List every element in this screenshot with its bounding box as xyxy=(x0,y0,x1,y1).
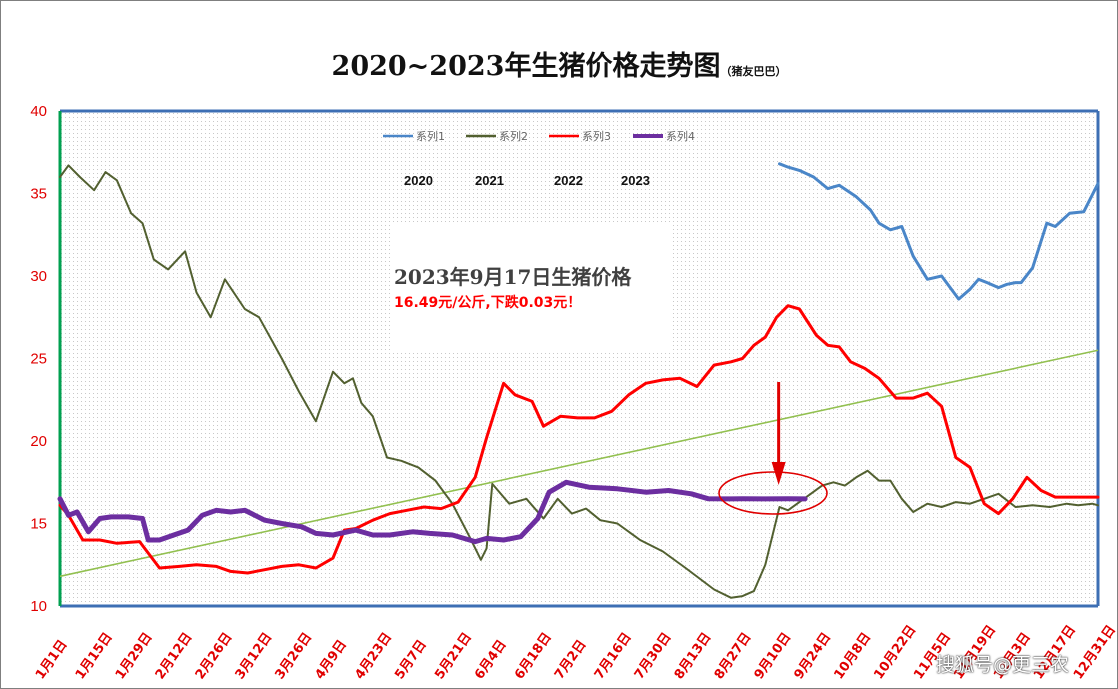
x-tick-label: 9月24日 xyxy=(792,630,835,682)
year-label-2020: 2020 xyxy=(404,173,433,188)
x-tick-label: 1月15日 xyxy=(73,630,116,682)
y-tick-label: 15 xyxy=(30,516,47,533)
legend-label-2: 系列2 xyxy=(499,129,528,143)
x-tick-label: 10月8日 xyxy=(831,630,874,682)
x-tick-label: 5月21日 xyxy=(432,630,475,682)
legend-label-4: 系列4 xyxy=(666,129,695,143)
legend-label-1: 系列1 xyxy=(416,129,445,143)
series-line-3 xyxy=(58,304,1100,575)
annotation-marks xyxy=(718,382,828,515)
x-tick-label: 8月13日 xyxy=(672,630,715,682)
trendline xyxy=(59,349,1099,578)
x-tick-label: 8月27日 xyxy=(712,630,755,682)
plot-area xyxy=(60,111,1098,606)
annotation-arrow-head xyxy=(771,462,786,485)
annotation-box xyxy=(390,222,673,352)
series-line-1 xyxy=(778,162,1100,301)
chart-title: 2020~2023年生猪价格走势图（猪友巴巴） xyxy=(0,44,1118,83)
watermark: 搜狐号@更三农 xyxy=(936,654,1070,676)
y-tick-label: 30 xyxy=(30,268,47,285)
year-labels: 2020 2021 2022 2023 xyxy=(404,173,650,188)
year-label-2021: 2021 xyxy=(475,173,504,188)
axes xyxy=(58,109,1100,608)
chart-subtitle: （猪友巴巴） xyxy=(720,65,787,78)
legend-label-3: 系列3 xyxy=(582,129,611,143)
x-tick-label: 6月4日 xyxy=(472,638,510,683)
x-tick-label: 2月26日 xyxy=(193,630,236,682)
annotation-title: 2023年9月17日生猪价格 xyxy=(394,265,632,289)
trendline-layer xyxy=(59,349,1099,578)
annotation-circle xyxy=(718,471,828,515)
x-tick-label: 1月1日 xyxy=(33,638,71,683)
x-tick-label: 4月23日 xyxy=(352,630,395,682)
x-tick-label: 7月2日 xyxy=(552,638,590,683)
y-tick-label: 10 xyxy=(30,598,47,615)
year-label-2023: 2023 xyxy=(621,173,650,188)
y-tick-label: 20 xyxy=(30,433,47,450)
series-layer xyxy=(57,162,1100,599)
y-tick-label: 40 xyxy=(30,103,47,120)
x-tick-label: 9月10日 xyxy=(752,630,795,682)
x-tick-label: 3月12日 xyxy=(233,630,276,682)
y-tick-label: 25 xyxy=(30,351,47,368)
chart-title-text: 2020~2023年生猪价格走势图 xyxy=(331,51,721,82)
x-tick-label: 4月9日 xyxy=(312,638,350,683)
x-tick-label: 7月30日 xyxy=(632,630,675,682)
year-label-2022: 2022 xyxy=(554,173,583,188)
x-tick-label: 6月18日 xyxy=(512,630,555,682)
x-tick-label: 3月26日 xyxy=(273,630,316,682)
legend: 系列1 系列2 系列3 系列4 xyxy=(383,129,695,143)
series-line-4 xyxy=(57,479,808,545)
x-tick-label: 7月16日 xyxy=(592,630,635,682)
x-tick-label: 2月12日 xyxy=(153,630,196,682)
annotation-text: 16.49元/公斤,下跌0.03元！ xyxy=(394,295,582,311)
y-tick-label: 35 xyxy=(30,186,47,203)
x-tick-label: 5月7日 xyxy=(392,638,430,683)
series-line-2 xyxy=(59,164,1099,599)
x-tick-label: 1月29日 xyxy=(113,630,156,682)
